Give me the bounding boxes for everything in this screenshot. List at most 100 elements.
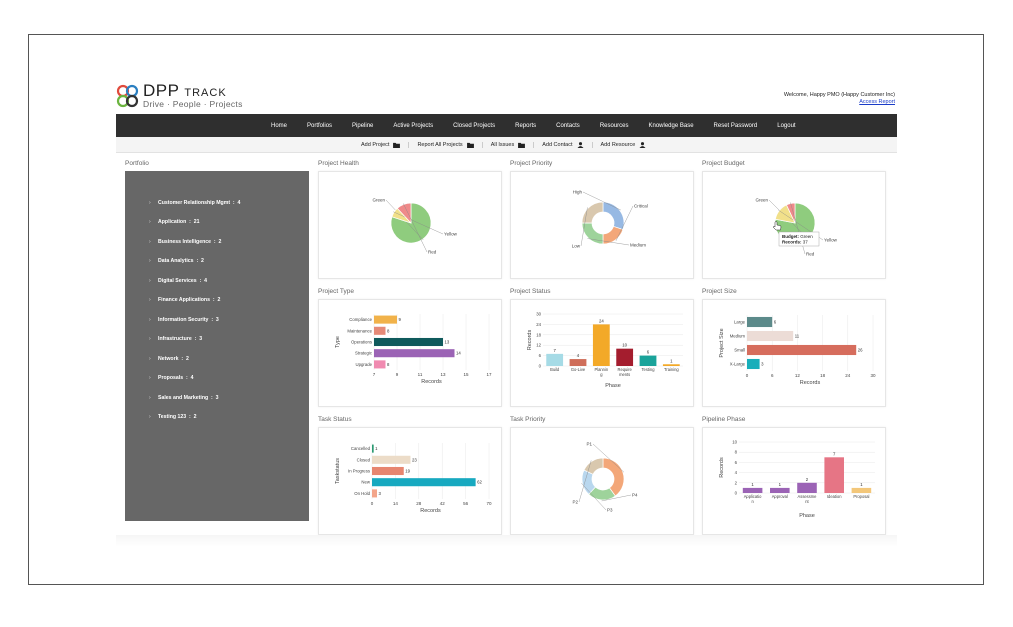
nav-contacts[interactable]: Contacts [556,122,580,129]
bar-assessment[interactable] [797,482,817,493]
portfolio-item-application[interactable]: › Application : 21 [149,213,240,233]
x-tick-label: Go-Live [571,367,586,372]
bar-maintenance[interactable] [374,326,386,335]
x-tick-label: Require [617,367,632,372]
x-tick-label: Proposal [853,494,869,499]
action-buttons: Add Project Report All Projects All Issues… [353,137,654,153]
bar-in-progress[interactable] [372,466,404,476]
bar-on-hold[interactable] [372,489,378,498]
bar-new[interactable] [372,478,476,487]
portfolio-item-digital-services[interactable]: › Digital Services : 4 [149,271,240,291]
pie-label: Yellow [444,232,458,237]
portfolio-item-customer-relationship-mgmt[interactable]: › Customer Relationship Mgmt : 4 [149,193,240,213]
bar-approval[interactable] [770,487,790,493]
portfolio-item-label: Infrastructure : 3 [158,336,203,343]
x-axis-label: Phase [605,383,621,389]
add-resource-button[interactable]: Add Resource [591,142,655,148]
bar-value-label: 1 [375,446,378,451]
nav-reports[interactable]: Reports [515,122,537,129]
chevron-right-icon: › [149,297,151,304]
portfolio-item-label: Data Analytics : 2 [158,258,204,265]
portfolio-item-label: Digital Services : 4 [158,277,208,284]
add-project-button[interactable]: Add Project [353,142,408,148]
y-tick-label: 2 [735,480,738,485]
portfolio-item-testing-123[interactable]: › Testing 123 : 2 [149,408,240,428]
portfolio-item-sales-and-marketing[interactable]: › Sales and Marketing : 3 [149,388,240,408]
nav-closed-projects[interactable]: Closed Projects [453,122,496,129]
task-status-panel: 0 14 28 42 56 70 Cancelled 1 Closed 23 In Progress… [318,427,502,535]
bar-x-large[interactable] [747,358,760,370]
pie-label: Green [372,198,385,203]
action-label: All Issues [490,142,515,148]
bar-large[interactable] [747,316,773,328]
pie-slice-medium[interactable] [581,222,604,245]
bar-go-live[interactable] [569,359,587,366]
bar-value-label: 19 [405,469,410,474]
bar-compliance[interactable] [374,315,397,324]
bar-build[interactable] [546,353,564,366]
bar-cancelled[interactable] [372,444,374,453]
x-tick-label: g [600,372,603,377]
nav-reset-password[interactable]: Reset Password [713,122,758,129]
pie-leader-line [615,205,634,241]
bar-planning[interactable] [592,324,610,366]
screenshot-frame: DPP TRACK Drive · People · Projects Welc… [28,34,984,585]
chevron-right-icon: › [149,394,151,401]
x-tick-label: Ideation [827,494,842,499]
person-icon [577,142,584,148]
portfolio-item-proposals[interactable]: › Proposals : 4 [149,369,240,389]
nav-resources[interactable]: Resources [599,122,629,129]
bar-operations[interactable] [374,337,443,347]
pie-label: P1 [586,442,592,447]
folder-icon [393,142,401,148]
bar-requirements[interactable] [616,348,634,366]
pie-slice-high[interactable] [602,201,625,230]
portfolio-item-data-analytics[interactable]: › Data Analytics : 2 [149,252,240,272]
bar-value-label: 14 [456,351,461,356]
bar-testing[interactable] [639,355,657,366]
pie-slice-p2[interactable] [583,457,604,475]
project-type-panel: 7 9 11 13 15 17 Compliance 9 Maintenance 8 Operati… [318,299,502,407]
bar-training[interactable] [662,364,680,366]
y-tick-label: Upgrade [356,362,373,367]
nav-home[interactable]: Home [271,122,288,129]
bar-proposal[interactable] [851,487,872,493]
bar-strategic[interactable] [374,349,455,358]
bar-upgrade[interactable] [374,360,386,369]
nav-knowledge-base[interactable]: Knowledge Base [648,122,694,129]
project-priority-panel: High Critical Medium Low [510,171,694,279]
bar-small[interactable] [747,344,857,356]
portfolio-item-information-security[interactable]: › Information Security : 3 [149,310,240,330]
x-tick-label: 42 [440,501,446,506]
project-priority-title: Project Priority [510,160,553,167]
project-type-title: Project Type [318,288,355,295]
bar-closed[interactable] [372,455,411,464]
portfolio-item-business-intelligence[interactable]: › Business Intelligence : 2 [149,232,240,252]
portfolio-item-infrastructure[interactable]: › Infrastructure : 3 [149,330,240,350]
task-priority-panel: P1 P4 P3 P2 [510,427,694,535]
bar-medium[interactable] [747,330,794,342]
portfolio-item-label: Network : 2 [158,355,189,362]
bar-application[interactable] [742,487,763,493]
x-tick-label: 13 [440,372,446,377]
y-tick-label: 24 [536,322,541,327]
bar-value-label: 1 [779,482,782,487]
nav-logout[interactable]: Logout [777,122,796,129]
portfolio-item-network[interactable]: › Network : 2 [149,349,240,369]
bar-value-label: 8 [387,362,390,367]
bar-ideation[interactable] [824,457,844,493]
action-label: Add Resource [600,142,636,148]
nav-active-projects[interactable]: Active Projects [393,122,434,129]
portfolio-item-label: Customer Relationship Mgmt : 4 [158,199,241,206]
all-issues-button[interactable]: All Issues [481,142,534,148]
nav-portfolios[interactable]: Portfolios [307,122,333,129]
add-contact-button[interactable]: Add Contact [533,142,591,148]
logo[interactable]: DPP TRACK Drive · People · Projects [116,79,316,113]
access-report-link[interactable]: Access Report [859,99,895,105]
nav-pipeline[interactable]: Pipeline [352,122,374,129]
portfolio-item-finance-applications[interactable]: › Finance Applications : 2 [149,291,240,311]
report-all-projects-button[interactable]: Report All Projects [408,142,481,148]
action-label: Add Project [361,142,390,148]
bar-value-label: 24 [599,318,604,323]
pie-slice-low[interactable] [581,201,604,224]
